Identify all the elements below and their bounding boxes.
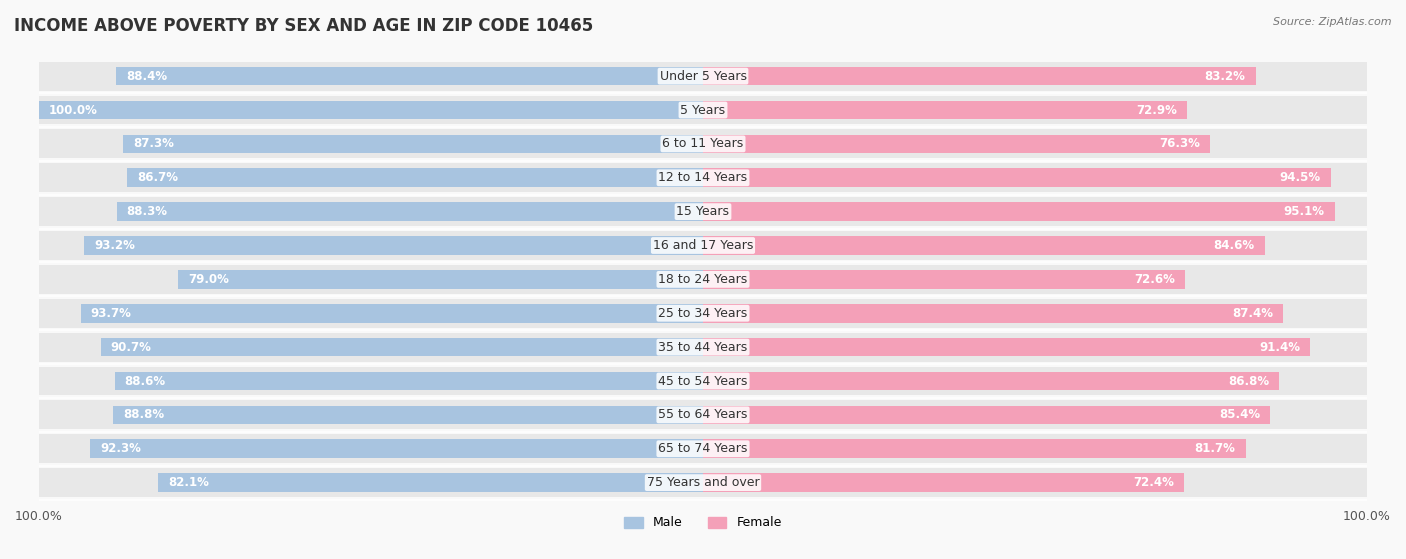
Text: 83.2%: 83.2% (1205, 70, 1246, 83)
Bar (703, 265, 1367, 294)
Text: 55 to 64 Years: 55 to 64 Years (658, 409, 748, 421)
Text: 72.4%: 72.4% (1133, 476, 1174, 489)
Bar (703, 468, 1367, 497)
Bar (39, 434, 703, 463)
Text: 87.4%: 87.4% (1233, 307, 1274, 320)
Text: 72.9%: 72.9% (1136, 103, 1177, 116)
Bar (703, 473, 1184, 492)
Bar (703, 367, 1367, 395)
Bar (39, 130, 703, 158)
Text: 45 to 54 Years: 45 to 54 Years (658, 375, 748, 387)
Text: 88.4%: 88.4% (127, 70, 167, 83)
Bar (703, 400, 1367, 429)
Bar (703, 299, 1367, 328)
Text: 91.4%: 91.4% (1258, 340, 1301, 354)
Bar (703, 168, 1330, 187)
Bar (115, 372, 703, 390)
Text: 12 to 14 Years: 12 to 14 Years (658, 171, 748, 184)
Text: 84.6%: 84.6% (1213, 239, 1254, 252)
Bar (90, 439, 703, 458)
Text: 5 Years: 5 Years (681, 103, 725, 116)
Bar (39, 333, 703, 362)
Text: 72.6%: 72.6% (1135, 273, 1175, 286)
Bar (703, 434, 1367, 463)
Text: 100.0%: 100.0% (49, 103, 98, 116)
Bar (124, 135, 703, 153)
Bar (157, 473, 703, 492)
Bar (703, 372, 1279, 390)
Bar (703, 406, 1270, 424)
Text: INCOME ABOVE POVERTY BY SEX AND AGE IN ZIP CODE 10465: INCOME ABOVE POVERTY BY SEX AND AGE IN Z… (14, 17, 593, 35)
Bar (115, 67, 703, 86)
Text: Source: ZipAtlas.com: Source: ZipAtlas.com (1274, 17, 1392, 27)
Text: 35 to 44 Years: 35 to 44 Years (658, 340, 748, 354)
Text: 86.8%: 86.8% (1229, 375, 1270, 387)
Bar (101, 338, 703, 357)
Text: 81.7%: 81.7% (1195, 442, 1236, 455)
Bar (39, 96, 703, 125)
Text: 6 to 11 Years: 6 to 11 Years (662, 138, 744, 150)
Bar (703, 338, 1310, 357)
Bar (179, 270, 703, 288)
Bar (117, 202, 703, 221)
Bar (39, 197, 703, 226)
Text: 92.3%: 92.3% (100, 442, 141, 455)
Bar (39, 61, 703, 91)
Text: 76.3%: 76.3% (1159, 138, 1199, 150)
Text: 94.5%: 94.5% (1279, 171, 1320, 184)
Text: 18 to 24 Years: 18 to 24 Years (658, 273, 748, 286)
Text: 88.6%: 88.6% (125, 375, 166, 387)
Bar (39, 231, 703, 260)
Text: Under 5 Years: Under 5 Years (659, 70, 747, 83)
Bar (703, 333, 1367, 362)
Bar (39, 468, 703, 497)
Text: 93.2%: 93.2% (94, 239, 135, 252)
Bar (128, 168, 703, 187)
Bar (703, 231, 1367, 260)
Bar (703, 101, 1187, 119)
Bar (39, 299, 703, 328)
Text: 87.3%: 87.3% (134, 138, 174, 150)
Bar (703, 304, 1284, 323)
Text: 90.7%: 90.7% (111, 340, 152, 354)
Bar (703, 197, 1367, 226)
Bar (39, 101, 703, 119)
Bar (703, 61, 1367, 91)
Bar (703, 67, 1256, 86)
Bar (84, 236, 703, 255)
Bar (80, 304, 703, 323)
Text: 85.4%: 85.4% (1219, 409, 1260, 421)
Text: 95.1%: 95.1% (1284, 205, 1324, 218)
Text: 86.7%: 86.7% (138, 171, 179, 184)
Text: 75 Years and over: 75 Years and over (647, 476, 759, 489)
Bar (39, 163, 703, 192)
Text: 79.0%: 79.0% (188, 273, 229, 286)
Bar (703, 96, 1367, 125)
Bar (703, 439, 1246, 458)
Text: 15 Years: 15 Years (676, 205, 730, 218)
Text: 82.1%: 82.1% (167, 476, 208, 489)
Bar (703, 130, 1367, 158)
Text: 25 to 34 Years: 25 to 34 Years (658, 307, 748, 320)
Legend: Male, Female: Male, Female (619, 511, 787, 534)
Bar (703, 202, 1334, 221)
Bar (703, 163, 1367, 192)
Bar (703, 135, 1209, 153)
Bar (39, 400, 703, 429)
Text: 16 and 17 Years: 16 and 17 Years (652, 239, 754, 252)
Bar (703, 236, 1265, 255)
Text: 93.7%: 93.7% (91, 307, 132, 320)
Text: 88.8%: 88.8% (124, 409, 165, 421)
Text: 88.3%: 88.3% (127, 205, 167, 218)
Bar (114, 406, 703, 424)
Bar (39, 265, 703, 294)
Bar (703, 270, 1185, 288)
Bar (39, 367, 703, 395)
Text: 65 to 74 Years: 65 to 74 Years (658, 442, 748, 455)
